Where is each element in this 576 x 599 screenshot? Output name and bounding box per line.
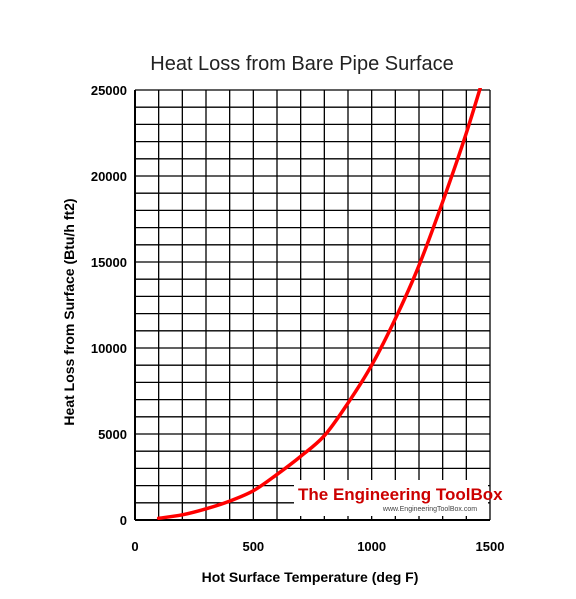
y-axis-label: Heat Loss from Surface (Btu/h ft2) — [61, 198, 77, 425]
y-tick-label: 25000 — [91, 83, 127, 98]
y-tick-label: 5000 — [98, 427, 127, 442]
y-tick-label: 0 — [120, 513, 127, 528]
x-tick-label: 1000 — [357, 539, 386, 554]
y-tick-label: 15000 — [91, 255, 127, 270]
watermark-background — [294, 480, 488, 516]
y-tick-label: 20000 — [91, 169, 127, 184]
watermark: The Engineering ToolBox www.EngineeringT… — [294, 480, 503, 516]
x-tick-label: 1500 — [476, 539, 505, 554]
watermark-url: www.EngineeringToolBox.com — [382, 506, 477, 513]
y-tick-label: 10000 — [91, 341, 127, 356]
heat-loss-curve — [156, 88, 483, 520]
x-axis-label: Hot Surface Temperature (deg F) — [202, 569, 419, 585]
series — [156, 88, 483, 520]
x-tick-label: 500 — [242, 539, 264, 554]
x-tick-label: 0 — [131, 539, 138, 554]
watermark-logo: The Engineering ToolBox — [298, 485, 503, 504]
grid — [134, 89, 491, 521]
chart-title: Heat Loss from Bare Pipe Surface — [150, 53, 453, 75]
tick-labels: 0 5000 10000 15000 20000 25000 0 500 1000 1500 — [91, 83, 505, 554]
axes — [134, 90, 490, 521]
